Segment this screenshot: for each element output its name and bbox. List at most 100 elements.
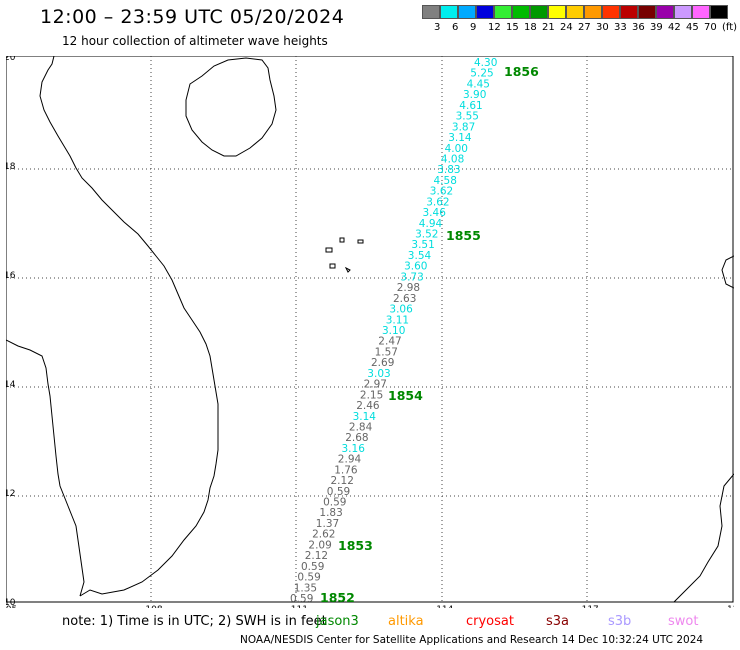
wave-height-label: 2.62 (312, 529, 335, 541)
lon-tick: 114 (436, 605, 453, 608)
legend-swatch (440, 5, 458, 19)
legend-swatch (710, 5, 728, 19)
wave-height-label: 3.52 (415, 229, 438, 241)
coastline-gulf (6, 339, 85, 597)
wave-height-label: 1.37 (316, 518, 339, 530)
wave-height-label: 1.35 (294, 582, 317, 594)
lon-tick: 117 (582, 605, 599, 608)
wave-height-label: 0.59 (323, 497, 346, 509)
wave-height-label: 4.45 (467, 78, 490, 90)
wave-height-label: 4.00 (445, 143, 468, 155)
legend-label: (ft) (722, 22, 738, 33)
lon-tick: 105 (6, 605, 17, 608)
coastline-philippines-north (721, 255, 734, 289)
wave-height-label: 3.16 (342, 443, 366, 455)
lat-tick-labels: 20 18 16 14 12 10 (6, 56, 16, 608)
legend-swatch (476, 5, 494, 19)
satellite-track: 4.305.254.453.904.613.553.873.144.004.08… (290, 57, 497, 605)
satellite-legend-item: cryosat (466, 614, 514, 629)
wave-height-label: 3.73 (400, 271, 423, 283)
legend-swatch (602, 5, 620, 19)
legend-swatch (692, 5, 710, 19)
wave-height-label: 2.47 (378, 336, 401, 348)
legend-label: 18 (524, 22, 537, 33)
legend-swatch (530, 5, 548, 19)
wave-height-label: 0.59 (301, 561, 324, 573)
legend-swatch (548, 5, 566, 19)
paracel-islands (325, 237, 364, 273)
legend-swatch (656, 5, 674, 19)
wave-height-label: 0.59 (327, 486, 350, 498)
wave-height-label: 2.97 (364, 379, 387, 391)
wave-height-label: 3.83 (437, 164, 460, 176)
wave-height-label: 3.62 (430, 186, 453, 198)
wave-height-label: 1.76 (334, 464, 358, 476)
track-time-label: 1853 (338, 538, 373, 553)
wave-height-label: 1.57 (375, 346, 398, 358)
wave-height-label: 0.59 (290, 593, 313, 605)
legend-label: 6 (452, 22, 459, 33)
wave-height-label: 3.51 (411, 239, 434, 251)
altimeter-map: 20 18 16 14 12 10 105 108 111 114 117 120 4.305.25… (6, 56, 734, 608)
coastline-philippines-south (673, 473, 734, 603)
wave-height-label: 3.14 (448, 132, 472, 144)
wave-height-label: 3.87 (452, 121, 475, 133)
satellite-legend-item: altika (388, 614, 424, 629)
legend-swatch (512, 5, 530, 19)
wave-height-label: 2.46 (356, 400, 380, 412)
lat-tick: 10 (6, 598, 16, 608)
wave-height-label: 2.63 (393, 293, 416, 305)
legend-label: 12 (488, 22, 501, 33)
legend-swatch (566, 5, 584, 19)
wave-height-label: 2.98 (397, 282, 420, 294)
map-title: 12:00 – 23:59 UTC 05/20/2024 (40, 6, 345, 28)
track-time-label: 1855 (446, 228, 481, 243)
legend-label: 15 (506, 22, 519, 33)
legend-label: 3 (434, 22, 441, 33)
wave-height-label: 3.14 (353, 411, 377, 423)
legend-label: 70 (704, 22, 717, 33)
wave-height-label: 1.83 (319, 507, 342, 519)
wave-height-label: 2.12 (305, 550, 328, 562)
track-time-label: 1852 (320, 590, 355, 605)
map-frame (6, 56, 734, 603)
legend-label: 21 (542, 22, 555, 33)
wave-height-label: 3.60 (404, 261, 427, 273)
track-time-label: 1856 (504, 64, 539, 79)
wave-height-label: 4.30 (474, 57, 497, 69)
track-time-labels: 1856 1855 1854 1853 1852 (320, 64, 539, 605)
coastline-vietnam (39, 56, 219, 597)
lat-tick: 18 (6, 162, 16, 172)
legend-swatch (458, 5, 476, 19)
satellite-legend-item: jason3 (316, 614, 359, 629)
map-subtitle: 12 hour collection of altimeter wave hei… (62, 34, 328, 48)
wave-height-label: 0.59 (297, 572, 320, 584)
wave-height-label: 4.61 (459, 100, 482, 112)
legend-swatch (620, 5, 638, 19)
lat-tick: 14 (6, 380, 16, 390)
wave-height-label: 2.84 (349, 422, 373, 434)
lon-tick: 120 (727, 605, 734, 608)
legend-label: 42 (668, 22, 681, 33)
lat-tick: 20 (6, 56, 16, 63)
wave-height-label: 3.11 (386, 314, 409, 326)
legend-label: 9 (470, 22, 477, 33)
legend-label: 39 (650, 22, 663, 33)
wave-height-label: 5.25 (470, 68, 493, 80)
legend-label: 24 (560, 22, 573, 33)
wave-height-label: 4.94 (419, 218, 443, 230)
wave-height-label: 3.03 (367, 368, 390, 380)
wave-height-label: 3.62 (426, 196, 449, 208)
color-legend (422, 5, 728, 19)
wave-height-label: 2.69 (371, 357, 394, 369)
wave-height-label: 3.90 (463, 89, 486, 101)
wave-height-label: 2.09 (308, 539, 331, 551)
satellite-legend-item: swot (668, 614, 699, 629)
wave-height-label: 2.68 (345, 432, 368, 444)
legend-swatch (584, 5, 602, 19)
coastline-hainan (185, 57, 277, 157)
units-note: note: 1) Time is in UTC; 2) SWH is in fe… (62, 614, 327, 629)
lon-tick-labels: 105 108 111 114 117 120 (6, 605, 734, 608)
satellite-legend-item: s3b (608, 614, 632, 629)
wave-height-label: 3.46 (423, 207, 447, 219)
